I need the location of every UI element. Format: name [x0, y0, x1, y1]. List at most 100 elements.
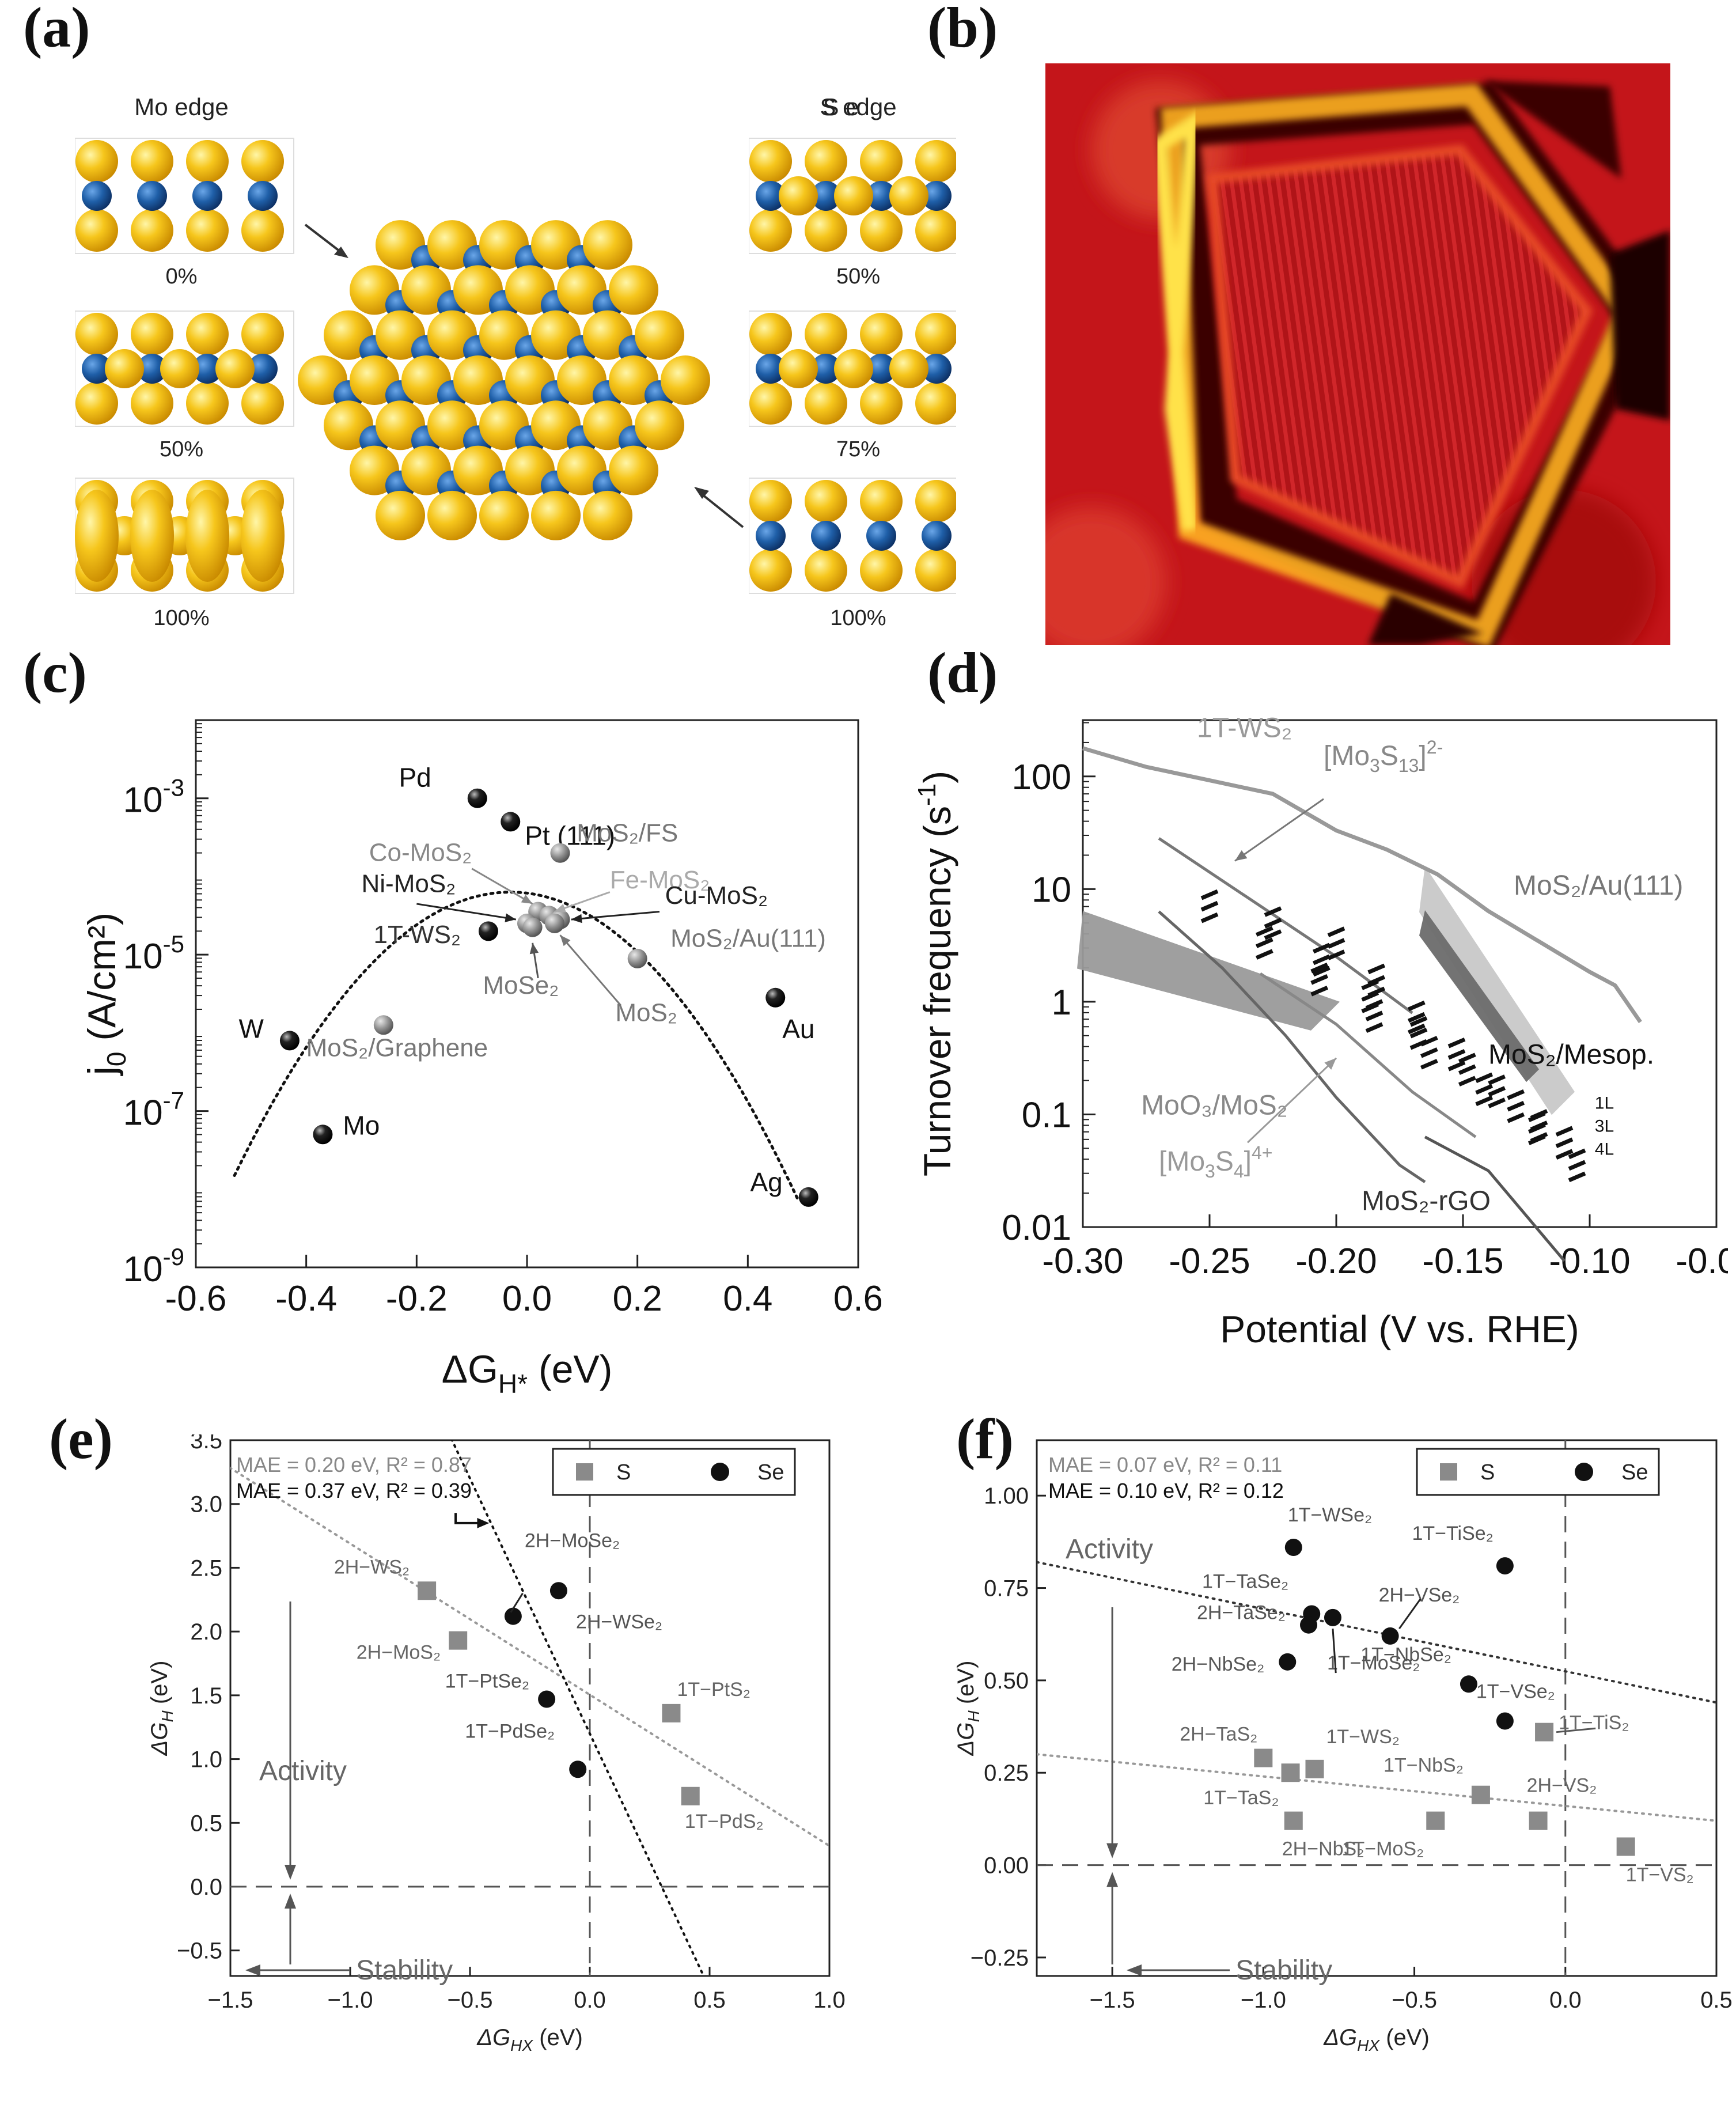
cluster-sulfur-atom	[583, 220, 632, 270]
panel-label-f: (f)	[956, 1407, 1014, 1471]
sulfur-atom	[915, 313, 956, 355]
c-ytick-exp: -5	[163, 930, 184, 957]
d-pointer-line	[1234, 798, 1324, 862]
sulfur-atom	[749, 549, 792, 592]
d-mesop-dash	[1420, 1047, 1438, 1058]
chart-c-volcano: -0.6 -0.4 -0.2 0.0 0.2 0.4 0.610-910-710-510-3…	[80, 719, 881, 1399]
d-label-moo3: MoO₃/MoS₂	[1141, 1090, 1287, 1120]
cluster-sulfur-atom	[531, 490, 581, 540]
sulfur-atom	[749, 313, 792, 355]
e-bracket	[454, 1513, 484, 1524]
d-label-mo3s13: [Mo3S13]2-	[1324, 737, 1443, 776]
sulfur-atom	[186, 313, 229, 355]
fit-s-text: MAE = 0.07 eV, R² = 0.11	[1048, 1453, 1282, 1476]
c-metal-label: Ag	[750, 1167, 782, 1197]
fit-lines	[1037, 1561, 1716, 1822]
sulfur-adatom	[889, 349, 928, 388]
mo-coverage-2: 100%	[153, 606, 209, 630]
chart-d-tof: -0.30 -0.25 -0.20 -0.15 -0.10 -0.05 0.01 0.1 1 10…	[913, 713, 1728, 1350]
d-xtick-label: -0.20	[1295, 1241, 1377, 1281]
d-label-ws2: 1T-WS₂	[1197, 713, 1292, 743]
d-mesop-dash	[1555, 1149, 1574, 1160]
ytick-label: 1.00	[984, 1483, 1029, 1509]
label-se: 1T−TaSe₂	[1202, 1570, 1288, 1592]
chart-f-scatter: −1.5 −1.0 −0.5 0.0 0.5 −0.25 0.00 0.25 0.50 0.75 1…	[953, 1439, 1733, 2054]
label-se: 1T−WSe₂	[1288, 1504, 1372, 1526]
d-mesop-dash	[1264, 906, 1282, 917]
activity-label: Activity	[259, 1756, 347, 1786]
c-pointer-line	[471, 868, 533, 905]
sulfur-atom	[75, 313, 118, 355]
point-s	[1529, 1811, 1548, 1830]
c-pointer-line	[559, 934, 622, 1006]
label-s: 1T−PtS₂	[677, 1679, 751, 1701]
d-ylabel-end: )	[916, 771, 958, 783]
sulfur-atom	[860, 480, 903, 523]
c-catalyst-label: Co-MoS₂	[369, 838, 472, 866]
d-mesop-dash	[1458, 1064, 1476, 1075]
e-plot-frame	[229, 1439, 831, 1977]
s-coverage-2: 100%	[830, 606, 886, 630]
xlabel-unit: (eV)	[533, 2025, 583, 2050]
ylabel-main: ΔG	[953, 1722, 979, 1756]
c-ylabel-main: j	[80, 1066, 124, 1076]
fit-se-text: MAE = 0.37 eV, R² = 0.39	[236, 1479, 472, 1502]
ylabel-sub: H	[158, 1710, 176, 1722]
d-mesop-dash	[1361, 1002, 1379, 1013]
point-s	[418, 1581, 437, 1600]
sulfur-atom	[805, 209, 847, 252]
cluster-sulfur-atom	[635, 400, 684, 450]
c-catalyst-label: MoS₂	[615, 999, 677, 1027]
d-mesop-dash	[1488, 1086, 1506, 1097]
label-s: 1T−WS₂	[1326, 1726, 1400, 1748]
sulfur-adatom	[105, 349, 144, 388]
xtick-label: −1.5	[208, 1987, 253, 2013]
c-xtick-label: -0.2	[386, 1279, 448, 1319]
d-mesop-dash	[1367, 975, 1386, 986]
c-metal-point	[467, 788, 487, 808]
ytick-label: 2.5	[190, 1555, 222, 1581]
ytick-label: 1.5	[190, 1683, 222, 1709]
c-catalyst-point	[373, 1015, 393, 1035]
cluster-sulfur-atom	[661, 355, 710, 405]
label-se: 2H−NbSe₂	[1172, 1653, 1265, 1675]
point-se	[1279, 1653, 1297, 1671]
label-s: 1T−TaS₂	[1203, 1787, 1279, 1809]
stability-label: Stability	[356, 1955, 453, 1986]
label-s: 1T−PdS₂	[685, 1811, 764, 1833]
fit-lines	[230, 1440, 829, 1976]
c-metal-point	[798, 1187, 818, 1207]
d-xtick-label: -0.10	[1549, 1241, 1630, 1281]
point-se	[549, 1582, 567, 1600]
label-se: 1T−NbSe₂	[1360, 1644, 1451, 1665]
ylabel-unit: (eV)	[147, 1661, 172, 1711]
fit-line	[1037, 1753, 1716, 1822]
c-metal-point	[313, 1125, 333, 1145]
d-mesop-dash	[1568, 1148, 1586, 1160]
sulfur-atom	[860, 313, 903, 355]
cluster-sulfur-atom	[479, 490, 529, 540]
s-coverage-1: 75%	[836, 437, 880, 461]
label-se: 2H−TaSe₂	[1197, 1602, 1286, 1624]
cluster-sulfur-atom	[635, 310, 684, 360]
point-s	[1305, 1759, 1324, 1778]
stm-inner-triangle	[1212, 150, 1587, 582]
xlabel-main: ΔG	[476, 2025, 510, 2050]
sulfur-atom	[860, 140, 903, 183]
d-mesop-dash	[1420, 1059, 1438, 1070]
stability-arrow-up-head	[285, 1894, 296, 1909]
activity-arrow-head	[1106, 1843, 1119, 1858]
d-mesop-dash	[1367, 986, 1386, 998]
f-pointer-line	[1556, 1727, 1596, 1733]
d-mesop-dash	[1447, 1038, 1466, 1048]
c-ylabel: j0 (A/cm²)	[80, 913, 131, 1076]
d-pointer-head	[1324, 1058, 1336, 1070]
c-metal-label: Pd	[399, 763, 431, 793]
d-xlabel: Potential (V vs. RHE)	[1220, 1308, 1579, 1350]
d-band	[1077, 911, 1340, 1031]
d-series-line	[1424, 1135, 1566, 1262]
ytick-label: 0.00	[984, 1853, 1029, 1879]
xlabel-unit: (eV)	[1379, 2025, 1430, 2050]
xlabel: ΔGHX (eV)	[1323, 2025, 1430, 2054]
label-s: 2H−NbS₂	[1282, 1838, 1364, 1860]
